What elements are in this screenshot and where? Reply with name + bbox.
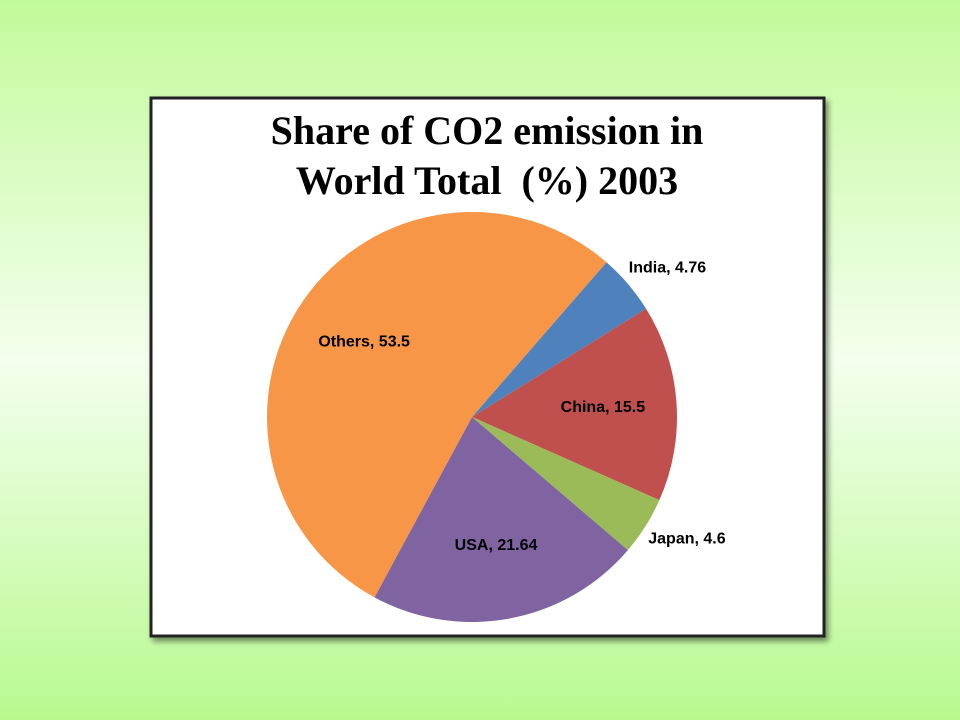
data-label: Others, 53.5 [318, 334, 410, 351]
pie-slice [266, 211, 607, 598]
pie-slice [374, 417, 628, 622]
pie-slice [472, 262, 647, 417]
data-label: Japan, 4.6 [648, 531, 725, 548]
data-label: India, 4.76 [629, 259, 706, 276]
pie-slice [472, 417, 660, 551]
data-label: China, 15.5 [561, 399, 646, 416]
chart-title: World Total (%) 2003 [296, 158, 678, 203]
data-label: USA, 21.64 [455, 537, 538, 554]
chart-title: Share of CO2 emission in [271, 108, 704, 153]
pie-slice [472, 308, 677, 501]
